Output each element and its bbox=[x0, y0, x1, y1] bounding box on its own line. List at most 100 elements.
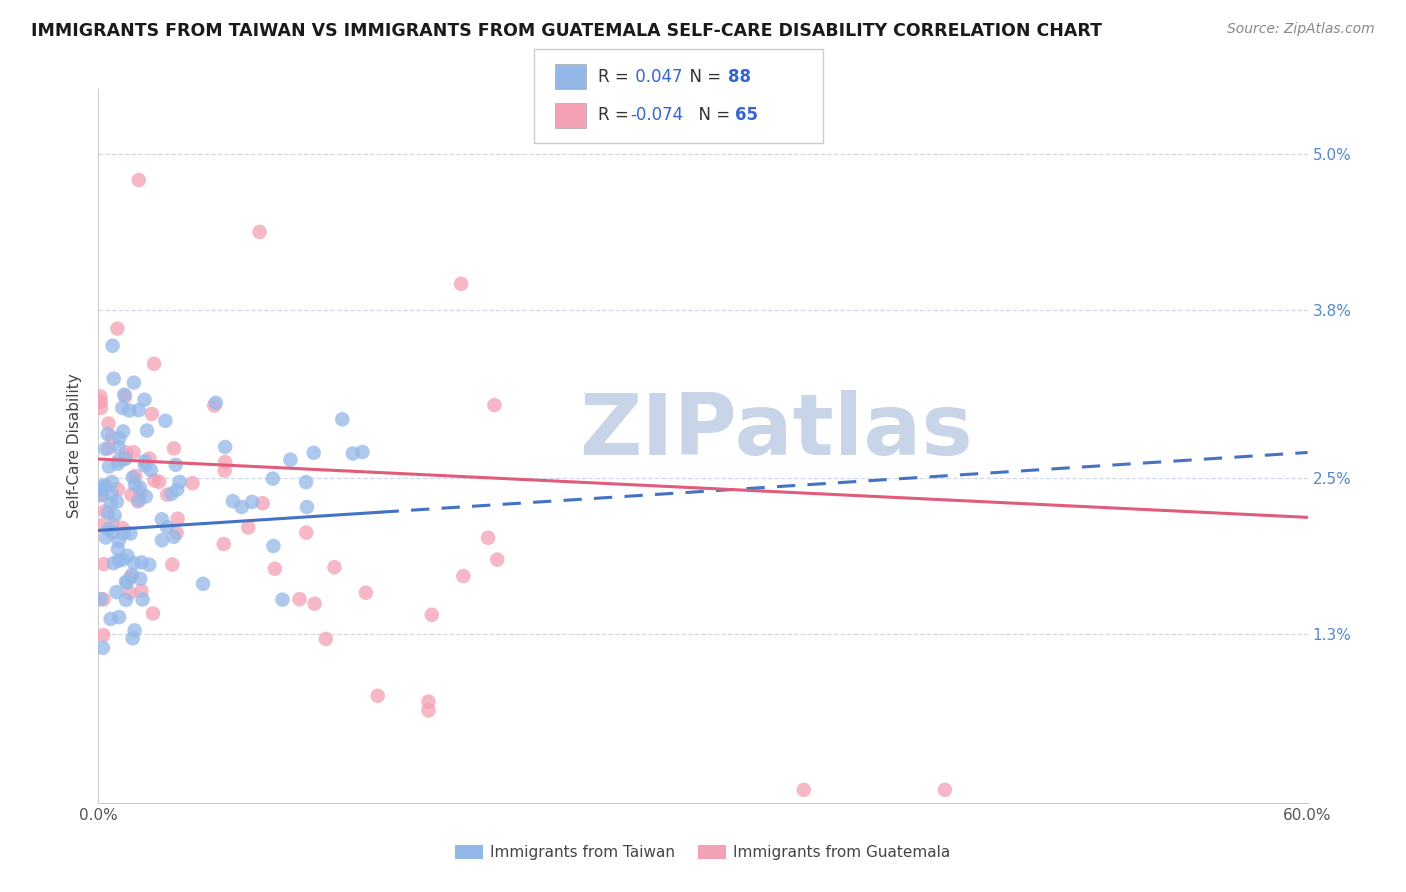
Point bbox=[212, 537, 235, 551]
Point bbox=[115, 445, 138, 459]
Point bbox=[111, 553, 134, 567]
Point bbox=[135, 490, 157, 504]
Point bbox=[367, 689, 389, 703]
Point bbox=[484, 398, 506, 412]
Point bbox=[165, 458, 187, 472]
Point bbox=[214, 440, 236, 454]
Point bbox=[162, 558, 184, 572]
Point bbox=[131, 583, 153, 598]
Point bbox=[115, 574, 138, 589]
Text: R =: R = bbox=[598, 68, 634, 86]
Point bbox=[94, 504, 117, 518]
Point bbox=[101, 475, 124, 489]
Point bbox=[90, 488, 112, 502]
Point bbox=[138, 558, 160, 572]
Point bbox=[101, 517, 124, 532]
Text: N =: N = bbox=[679, 68, 727, 86]
Point bbox=[108, 610, 131, 624]
Point bbox=[166, 525, 188, 540]
Point bbox=[97, 522, 120, 536]
Point bbox=[124, 478, 146, 492]
Point bbox=[128, 173, 150, 187]
Point bbox=[271, 592, 294, 607]
Point bbox=[122, 376, 145, 390]
Point bbox=[323, 560, 346, 574]
Point bbox=[280, 452, 302, 467]
Point bbox=[155, 414, 177, 428]
Point bbox=[97, 459, 120, 474]
Point bbox=[131, 592, 153, 607]
Point bbox=[191, 577, 214, 591]
Point bbox=[263, 562, 285, 576]
Point bbox=[121, 488, 143, 502]
Point bbox=[90, 482, 112, 496]
Point bbox=[94, 531, 117, 545]
Point bbox=[160, 487, 183, 501]
Point bbox=[304, 597, 326, 611]
Text: 0.047: 0.047 bbox=[630, 68, 682, 86]
Point bbox=[418, 695, 440, 709]
Point bbox=[128, 493, 150, 508]
Point bbox=[330, 412, 353, 426]
Point bbox=[262, 472, 284, 486]
Point bbox=[108, 533, 131, 548]
Point bbox=[148, 475, 170, 489]
Point bbox=[202, 399, 225, 413]
Point bbox=[94, 442, 117, 456]
Point bbox=[204, 396, 226, 410]
Point bbox=[114, 390, 136, 404]
Point bbox=[342, 446, 364, 460]
Point bbox=[288, 592, 311, 607]
Point bbox=[118, 403, 141, 417]
Point bbox=[418, 703, 440, 717]
Point bbox=[127, 494, 149, 508]
Point bbox=[134, 458, 156, 473]
Point bbox=[231, 500, 253, 514]
Point bbox=[90, 401, 112, 415]
Point bbox=[105, 585, 128, 599]
Point bbox=[142, 607, 165, 621]
Point bbox=[252, 496, 274, 510]
Point bbox=[120, 570, 142, 584]
Point bbox=[295, 500, 318, 514]
Point bbox=[214, 455, 236, 469]
Point bbox=[163, 530, 186, 544]
Point bbox=[486, 552, 509, 566]
Point bbox=[150, 512, 173, 526]
Point bbox=[108, 431, 131, 445]
Point bbox=[143, 357, 166, 371]
Point bbox=[143, 474, 166, 488]
Point bbox=[122, 556, 145, 570]
Point bbox=[354, 585, 377, 599]
Point bbox=[91, 628, 114, 642]
Point bbox=[107, 453, 129, 467]
Point bbox=[262, 539, 284, 553]
Point bbox=[315, 632, 337, 646]
Point bbox=[120, 526, 142, 541]
Point bbox=[793, 782, 815, 797]
Point bbox=[100, 496, 122, 510]
Point bbox=[91, 478, 114, 492]
Point bbox=[156, 520, 179, 534]
Point bbox=[121, 632, 143, 646]
Point bbox=[105, 494, 128, 508]
Point bbox=[114, 450, 136, 465]
Point bbox=[295, 475, 318, 489]
Point bbox=[104, 508, 127, 523]
Point bbox=[97, 417, 120, 431]
Point bbox=[111, 521, 134, 535]
Point bbox=[222, 494, 245, 508]
Text: -0.074: -0.074 bbox=[630, 106, 683, 124]
Text: R =: R = bbox=[598, 106, 634, 124]
Point bbox=[238, 520, 260, 534]
Point bbox=[96, 479, 118, 493]
Point bbox=[100, 486, 122, 500]
Point bbox=[90, 488, 112, 502]
Point bbox=[107, 440, 129, 454]
Point bbox=[138, 451, 160, 466]
Point bbox=[166, 511, 188, 525]
Point bbox=[105, 321, 128, 335]
Point bbox=[181, 476, 204, 491]
Point bbox=[450, 277, 472, 291]
Point bbox=[150, 533, 173, 548]
